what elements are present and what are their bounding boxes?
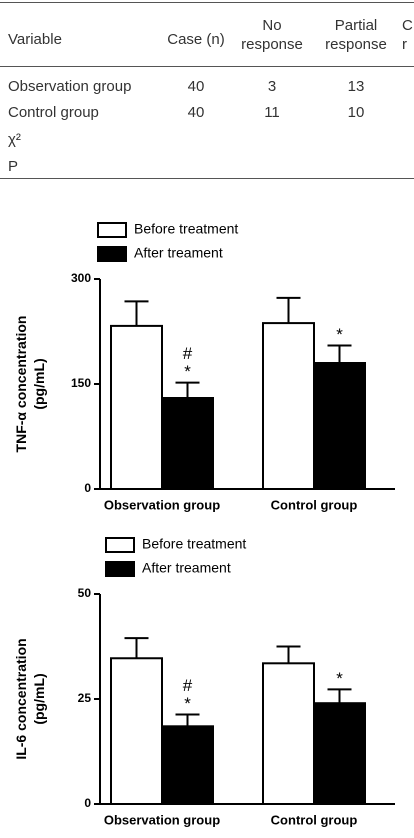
y-axis-label: TNF-α concentration (pg/mL) bbox=[13, 316, 47, 453]
significance-mark: * bbox=[336, 325, 343, 344]
bar bbox=[161, 725, 214, 805]
rule bbox=[0, 2, 414, 3]
bar bbox=[262, 322, 315, 490]
legend-label: Before treatment bbox=[134, 221, 238, 237]
table-cell: Partial response bbox=[325, 17, 387, 53]
table-cell: Variable bbox=[8, 31, 62, 48]
significance-mark: * bbox=[336, 669, 343, 688]
rule bbox=[0, 66, 414, 67]
bar bbox=[161, 397, 214, 490]
chart: 0 150 300 TNF-α concentration (pg/mL) Observa… bbox=[13, 221, 395, 512]
bar bbox=[110, 657, 163, 805]
y-tick-label: 0 bbox=[84, 481, 91, 495]
bar bbox=[262, 662, 315, 805]
table-cell: 10 bbox=[347, 104, 365, 121]
legend-swatch bbox=[97, 246, 127, 262]
table-cell: Control group bbox=[8, 104, 99, 121]
y-axis-label-line: IL-6 concentration bbox=[13, 638, 29, 759]
table-cell: Observation group bbox=[8, 78, 132, 95]
legend-swatch bbox=[97, 222, 127, 238]
x-tick-label: Control group bbox=[271, 497, 358, 512]
x-tick-label: Control group bbox=[271, 812, 358, 827]
y-tick-label: 50 bbox=[78, 586, 92, 600]
significance-mark: * bbox=[184, 694, 191, 713]
table-cell: 13 bbox=[347, 78, 365, 95]
chart: 0 25 50 IL-6 concentration (pg/mL) Observatio… bbox=[13, 536, 395, 827]
table: Variable Case (n) No response Partial respo… bbox=[0, 0, 414, 200]
y-tick-label: 150 bbox=[71, 376, 91, 390]
bar bbox=[313, 702, 366, 805]
legend-label: Before treatment bbox=[142, 536, 246, 552]
table-cell: 40 bbox=[187, 78, 205, 95]
significance-mark: # bbox=[183, 344, 193, 363]
legend-label: After treament bbox=[142, 560, 231, 576]
significance-mark: * bbox=[184, 362, 191, 381]
table-cell: P bbox=[8, 158, 19, 175]
y-axis-label: IL-6 concentration (pg/mL) bbox=[13, 638, 47, 759]
table-cell: No response bbox=[241, 17, 303, 53]
y-axis-label-line: (pg/mL) bbox=[31, 358, 47, 409]
table-cell: 11 bbox=[264, 104, 280, 121]
table-cell: χ² bbox=[8, 131, 21, 148]
y-axis-label-line: (pg/mL) bbox=[31, 673, 47, 724]
rule bbox=[0, 178, 414, 179]
y-tick-label: 0 bbox=[84, 796, 91, 810]
x-tick-label: Observation group bbox=[104, 812, 220, 827]
table-cell: C r bbox=[402, 17, 413, 53]
significance-mark: # bbox=[183, 676, 193, 695]
y-tick-label: 25 bbox=[78, 691, 92, 705]
y-axis-label-line: TNF-α concentration bbox=[13, 316, 29, 453]
legend-swatch bbox=[105, 561, 135, 577]
legend-swatch bbox=[105, 537, 135, 553]
table-cell: 3 bbox=[267, 78, 277, 95]
y-tick-label: 300 bbox=[71, 271, 91, 285]
table-cell: Case (n) bbox=[167, 31, 225, 48]
x-tick-label: Observation group bbox=[104, 497, 220, 512]
bar bbox=[313, 362, 366, 490]
bar bbox=[110, 324, 163, 491]
legend-label: After treament bbox=[134, 245, 223, 261]
table-cell: 40 bbox=[187, 104, 205, 121]
